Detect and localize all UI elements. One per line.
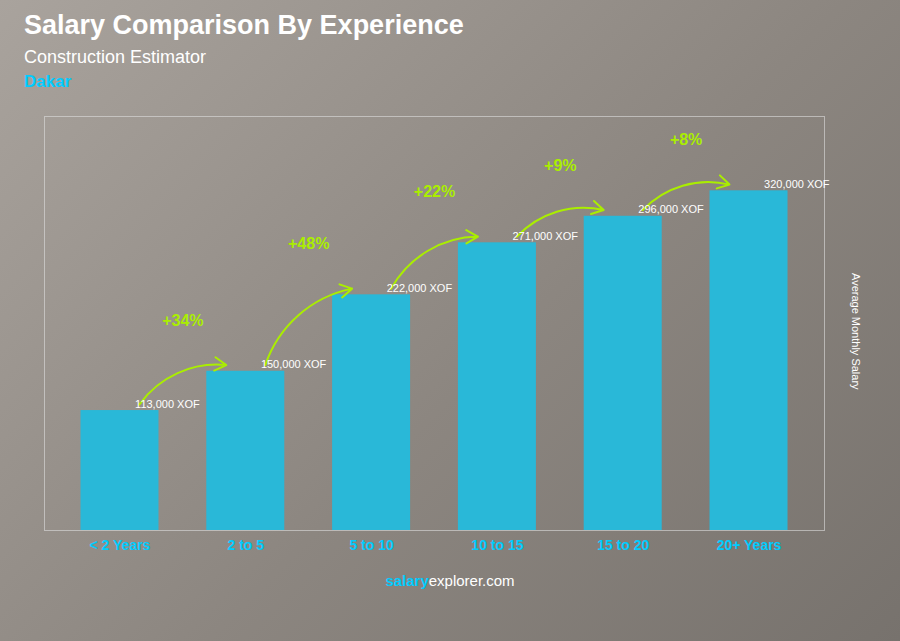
html-text:Construction Estimator: Construction Estimator: [24, 47, 207, 67]
svg-text:296,000 XOF: 296,000 XOF: [638, 203, 704, 215]
svg-text:10 to 15: 10 to 15: [471, 537, 523, 553]
svg-text:< 2 Years: < 2 Years: [90, 537, 151, 553]
svg-text:+8%: +8%: [670, 131, 702, 148]
html-text:Average Monthly Salary: Average Monthly Salary: [850, 272, 862, 390]
html-text:Salary Comparison By Experienc: Salary Comparison By Experience: [24, 10, 464, 40]
html-text:salary explorer.com: salary explorer.com: [385, 572, 515, 589]
svg-text:5 to 10: 5 to 10: [349, 537, 394, 553]
svg-text:222,000 XOF: 222,000 XOF: [387, 282, 453, 294]
svg-text:15 to 20: 15 to 20: [597, 537, 649, 553]
svg-text:113,000 XOF: 113,000 XOF: [135, 398, 200, 410]
svg-text:20+ Years: 20+ Years: [717, 537, 782, 553]
svg-text:271,000 XOF: 271,000 XOF: [513, 230, 579, 242]
svg-text:320,000 XOF: 320,000 XOF: [764, 178, 830, 190]
svg-text:150,000 XOF: 150,000 XOF: [261, 358, 327, 370]
svg-text:+34%: +34%: [162, 312, 203, 329]
svg-text:+22%: +22%: [414, 183, 455, 200]
svg-text:2 to 5: 2 to 5: [228, 537, 265, 553]
svg-text:+9%: +9%: [544, 157, 576, 174]
svg-text:+48%: +48%: [288, 235, 329, 252]
html-text:Dakar: Dakar: [24, 72, 72, 91]
